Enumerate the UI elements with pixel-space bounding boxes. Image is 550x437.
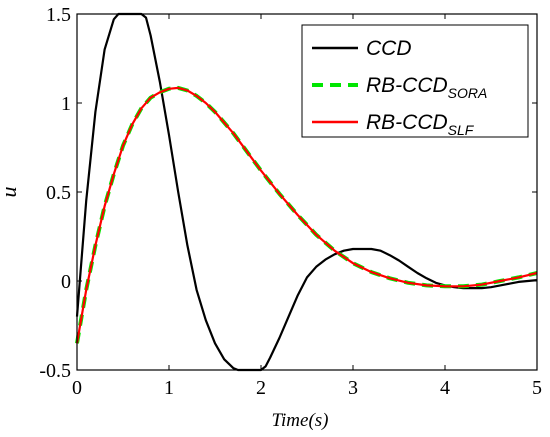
y-tick-label: 1.5 — [46, 4, 71, 26]
x-tick-label: 1 — [164, 377, 174, 399]
x-tick-label: 0 — [72, 377, 82, 399]
legend-label: RB-CCDSLF — [366, 111, 475, 138]
y-axis-label: u — [0, 187, 21, 198]
x-tick-label: 4 — [440, 377, 450, 399]
x-tick-label: 2 — [256, 377, 266, 399]
series-line-rb-ccd-slf — [75, 86, 538, 344]
ticks-layer: 0 1 2 3 4 5-0.500.511.5 — [39, 4, 542, 399]
y-tick-label: 0.5 — [46, 182, 71, 204]
legend-label-sub: SORA — [448, 85, 488, 101]
legend-label-main: CCD — [366, 37, 412, 60]
legend-label-sub: SLF — [448, 122, 475, 138]
legend-label: RB-CCDSORA — [366, 74, 487, 101]
legend-label-main: RB-CCD — [366, 111, 448, 134]
x-axis-label: Time(s) — [272, 410, 329, 431]
x-tick-label: 3 — [348, 377, 358, 399]
y-tick-label: 1 — [61, 93, 71, 115]
y-tick-label: -0.5 — [39, 360, 71, 382]
series-layer — [75, 12, 538, 372]
x-tick-label: 5 — [532, 377, 542, 399]
legend-label-main: RB-CCD — [366, 74, 448, 97]
y-tick-label: 0 — [61, 271, 71, 293]
legend-label: CCD — [366, 37, 412, 60]
legend-box — [301, 24, 529, 138]
